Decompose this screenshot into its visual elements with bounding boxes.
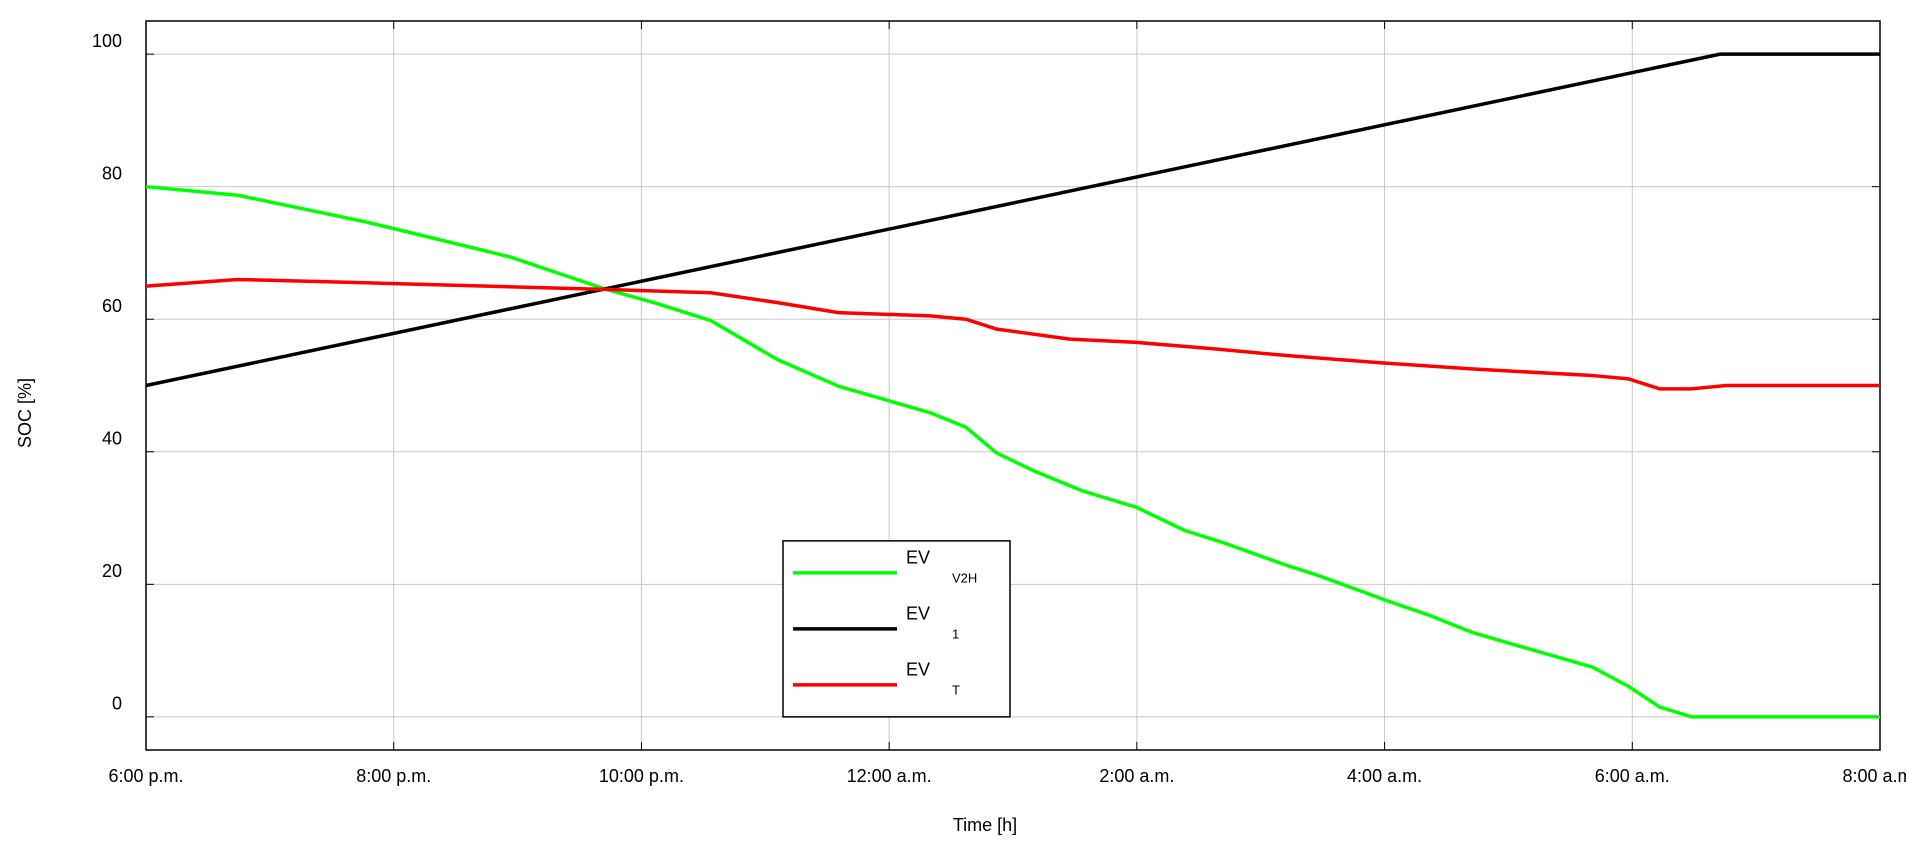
x-tick-label: 6:00 p.m. (108, 766, 183, 786)
x-tick-label: 12:00 a.m. (847, 766, 932, 786)
x-tick-label: 4:00 a.m. (1347, 766, 1422, 786)
y-tick-label: 40 (102, 429, 122, 449)
legend-subscript: V2H (952, 570, 977, 585)
x-tick-label: 8:00 a.m. (1842, 766, 1906, 786)
legend-subscript: T (952, 682, 960, 697)
series-line (145, 52, 1880, 388)
x-tick-label: 8:00 p.m. (356, 766, 431, 786)
x-tick-label: 2:00 a.m. (1099, 766, 1174, 786)
y-tick-label: 100 (92, 31, 122, 51)
y-tick-label: 20 (102, 561, 122, 581)
y-tick-label: 60 (102, 296, 122, 316)
x-tick-label: 6:00 a.m. (1595, 766, 1670, 786)
y-tick-label: 80 (102, 163, 122, 183)
x-tick-label: 10:00 p.m. (599, 766, 684, 786)
series-line (145, 277, 1880, 391)
y-axis-label: SOC [%] (15, 378, 35, 448)
legend-label: EV (906, 660, 930, 680)
legend-label: EV (906, 548, 930, 568)
legend-subscript: 1 (952, 626, 959, 641)
legend-label: EV (906, 604, 930, 624)
y-tick-label: 0 (112, 694, 122, 714)
x-axis-label: Time [h] (953, 815, 1017, 835)
plot-frame (145, 20, 1881, 751)
series-line (145, 184, 1880, 719)
